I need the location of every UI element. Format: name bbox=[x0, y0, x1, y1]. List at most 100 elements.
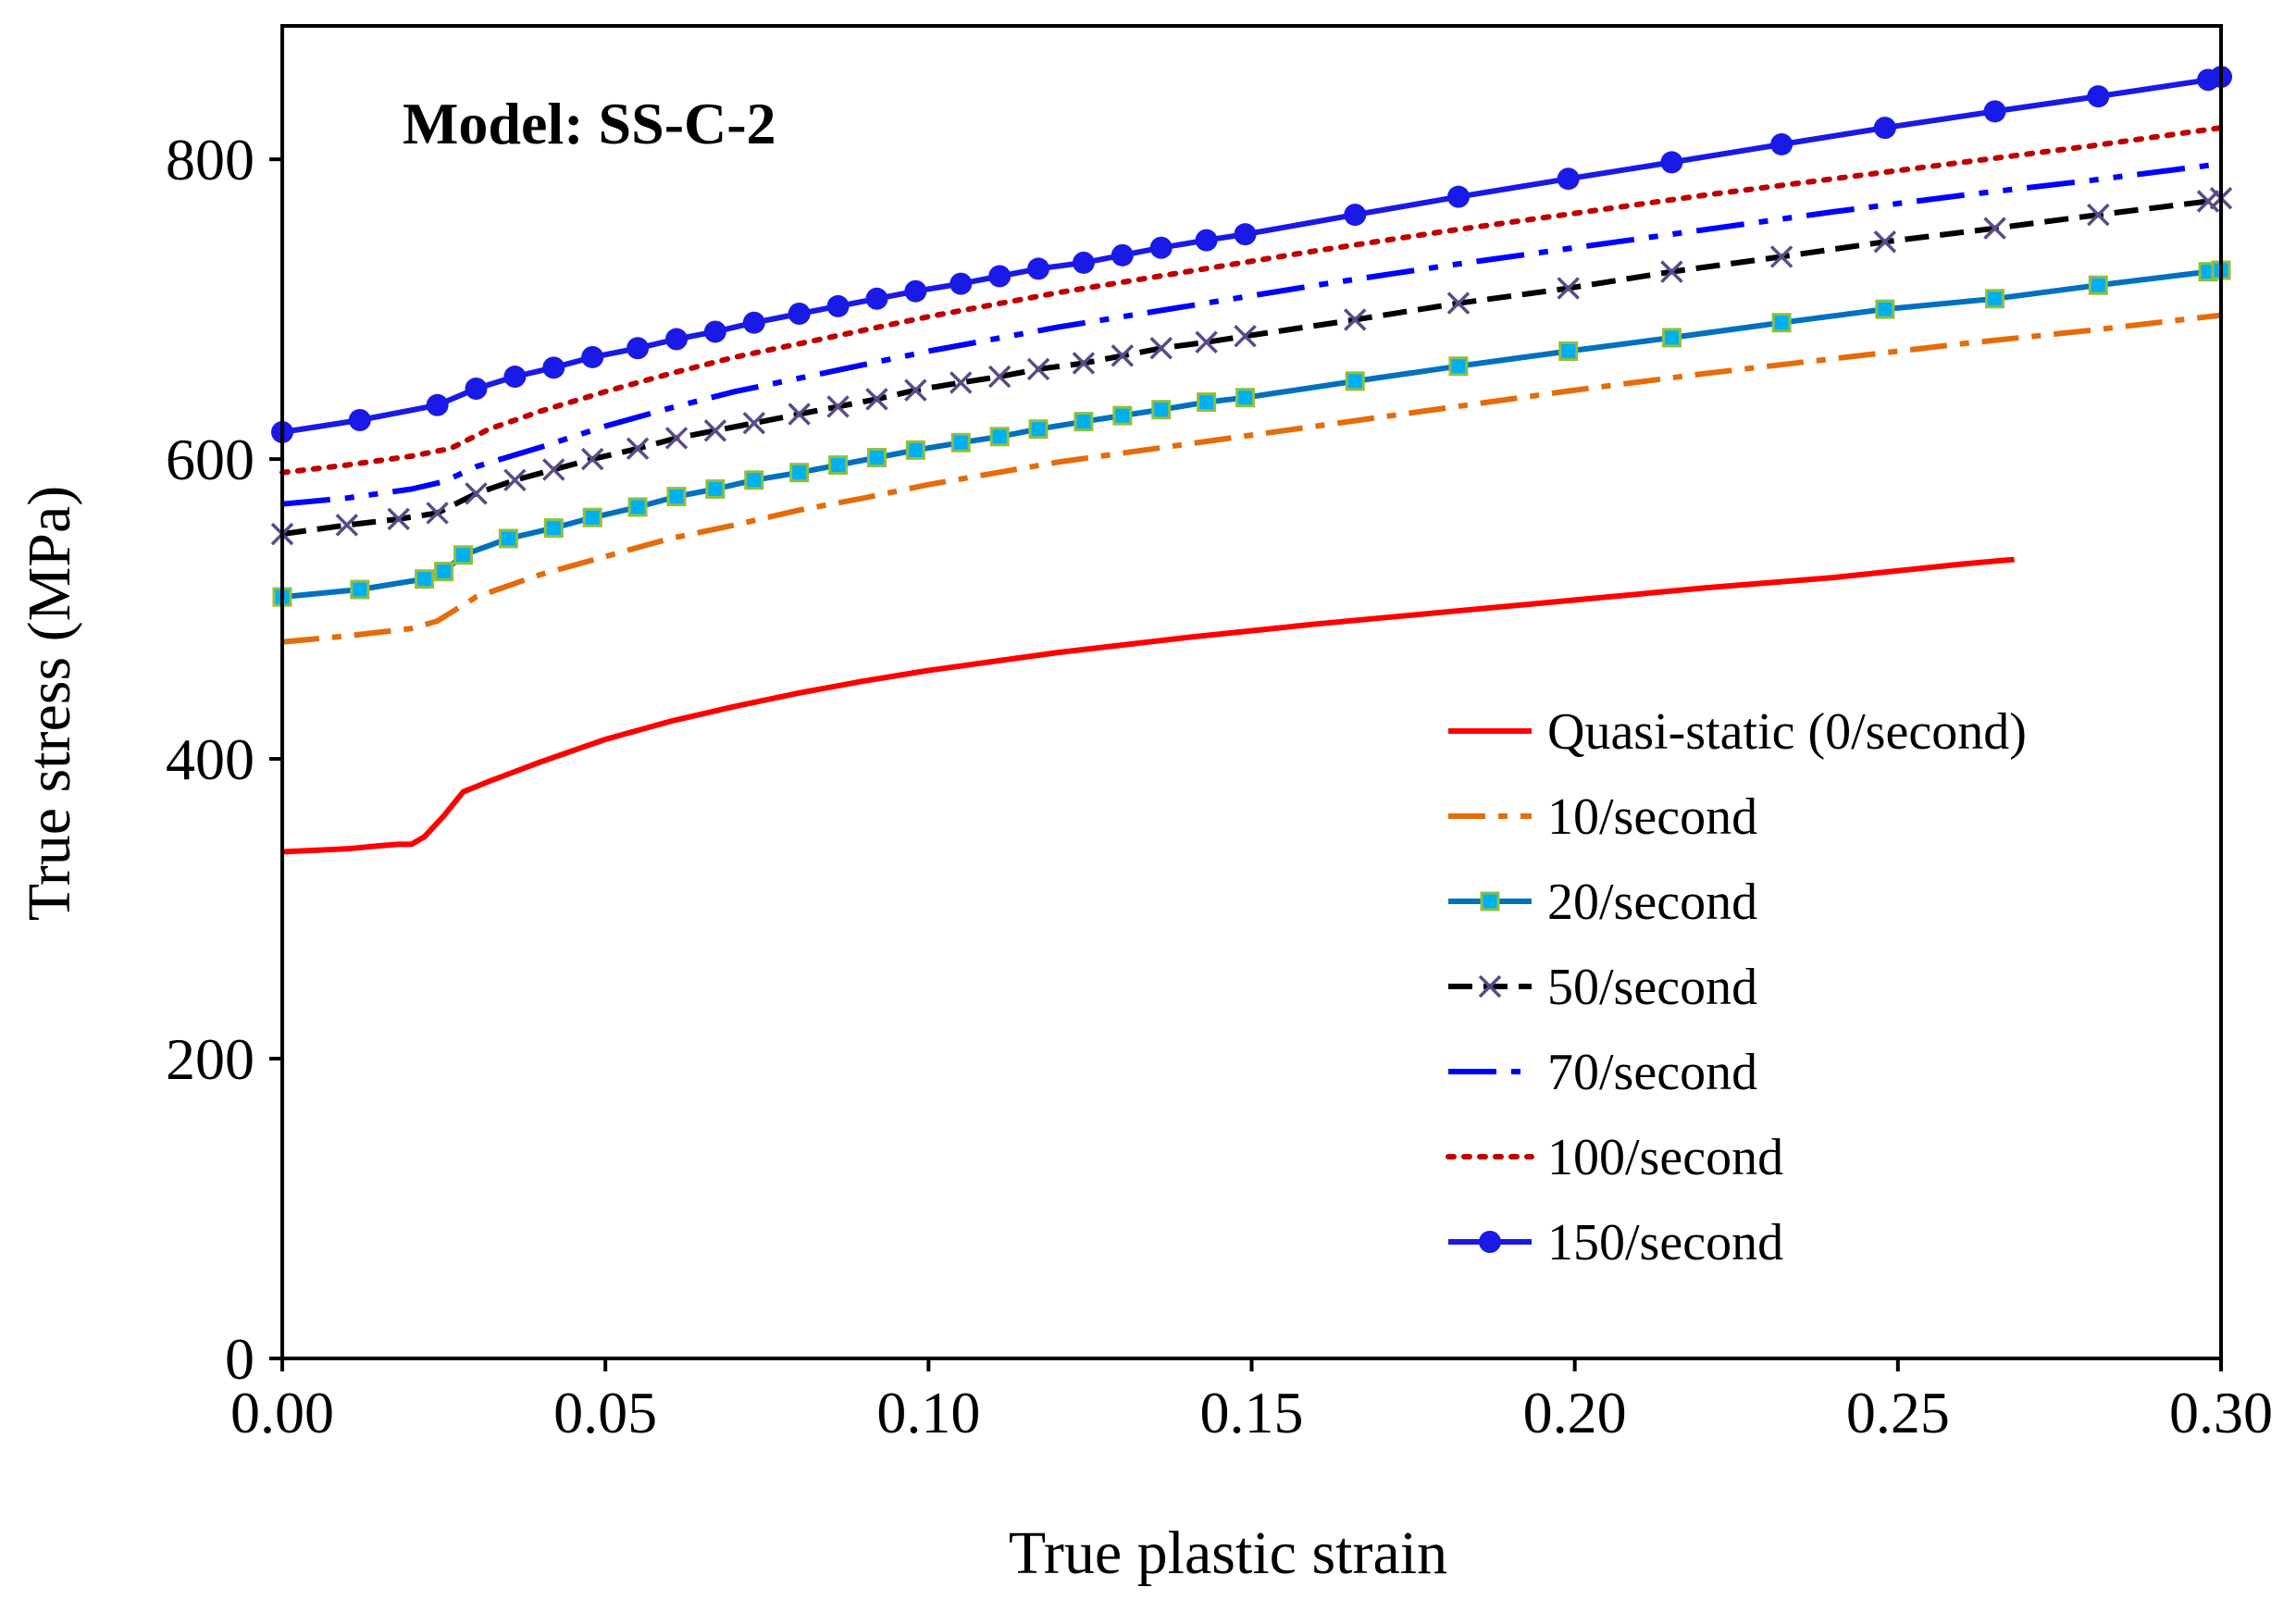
series-line bbox=[281, 312, 2222, 645]
data-point bbox=[744, 470, 764, 490]
data-point bbox=[1072, 352, 1096, 375]
data-point bbox=[350, 579, 370, 600]
data-point bbox=[543, 518, 564, 539]
data-point bbox=[1446, 185, 1470, 208]
axis-ticks: 0.00 0.05 0.10 0.15 0.20 0.25 0.30 0 200 400 600 80… bbox=[166, 127, 2273, 1445]
data-point bbox=[788, 303, 811, 326]
data-point bbox=[2087, 85, 2110, 108]
data-point bbox=[742, 311, 765, 334]
data-point bbox=[1769, 245, 1793, 268]
data-point bbox=[542, 356, 565, 379]
data-point bbox=[826, 395, 850, 418]
x-tick-label: 0.10 bbox=[876, 1380, 980, 1445]
data-point bbox=[989, 427, 1010, 447]
data-point bbox=[904, 279, 927, 303]
data-point bbox=[1983, 217, 2006, 240]
data-point bbox=[1344, 204, 1367, 227]
data-point bbox=[789, 463, 810, 483]
x-tick-label: 0.00 bbox=[230, 1380, 334, 1445]
data-point bbox=[1111, 344, 1135, 367]
data-point bbox=[1873, 230, 1897, 254]
data-point bbox=[426, 393, 449, 416]
legend: Quasi-static (0/second) 10/second 20/secon… bbox=[1446, 703, 2027, 1271]
data-point bbox=[705, 479, 726, 500]
legend-entry: 10/second bbox=[1448, 788, 1757, 846]
data-point bbox=[949, 272, 973, 295]
data-point bbox=[666, 487, 687, 507]
data-point bbox=[988, 265, 1011, 288]
data-point bbox=[387, 507, 410, 531]
data-point bbox=[498, 528, 518, 549]
legend-label: 150/second bbox=[1547, 1214, 1783, 1271]
y-axis-title: True stress (MPa) bbox=[16, 486, 83, 922]
series-3 bbox=[272, 260, 2231, 607]
legend-label: 70/second bbox=[1547, 1044, 1757, 1101]
data-point bbox=[1149, 337, 1173, 360]
data-point bbox=[627, 497, 648, 517]
x-tick-label: 0.25 bbox=[1846, 1380, 1950, 1445]
data-point bbox=[580, 447, 604, 471]
data-point bbox=[1446, 291, 1471, 315]
data-point bbox=[1557, 277, 1580, 300]
chart-title: Model: SS-C-2 bbox=[403, 91, 776, 156]
data-point bbox=[664, 427, 689, 450]
data-point bbox=[950, 432, 971, 453]
data-point bbox=[626, 437, 650, 461]
data-point bbox=[1195, 229, 1218, 252]
data-point bbox=[2088, 275, 2108, 295]
data-point bbox=[742, 412, 766, 435]
data-point bbox=[788, 403, 811, 426]
data-point bbox=[865, 388, 888, 411]
series-4 bbox=[270, 187, 2233, 546]
legend-label: 20/second bbox=[1547, 874, 1757, 931]
data-point bbox=[1661, 328, 1682, 348]
data-point bbox=[1660, 260, 1683, 283]
data-point bbox=[865, 287, 888, 310]
data-point bbox=[627, 337, 650, 360]
data-point bbox=[348, 409, 371, 432]
legend-entry: Quasi-static (0/second) bbox=[1448, 703, 2027, 761]
legend-entry: 150/second bbox=[1448, 1214, 1783, 1271]
data-point bbox=[542, 458, 565, 481]
data-point bbox=[1111, 243, 1134, 267]
x-tick-label: 0.30 bbox=[2169, 1380, 2273, 1445]
data-point bbox=[1072, 251, 1095, 274]
data-point bbox=[905, 440, 925, 460]
legend-entry: 20/second bbox=[1448, 874, 1757, 931]
legend-label: 50/second bbox=[1547, 959, 1757, 1016]
series-line bbox=[281, 556, 2015, 855]
legend-label: 10/second bbox=[1547, 788, 1757, 846]
data-point bbox=[703, 419, 727, 442]
y-tick-label: 600 bbox=[166, 427, 254, 492]
data-point bbox=[1557, 167, 1580, 191]
data-point bbox=[415, 569, 435, 589]
legend-marker bbox=[1479, 1231, 1501, 1253]
data-point bbox=[582, 507, 602, 527]
plot-series bbox=[270, 66, 2233, 855]
series-line bbox=[281, 161, 2222, 507]
data-point bbox=[1027, 257, 1050, 280]
legend-label: 100/second bbox=[1547, 1129, 1783, 1186]
series-1 bbox=[281, 556, 2015, 855]
data-point bbox=[904, 378, 927, 402]
series-line bbox=[279, 125, 2224, 476]
data-point bbox=[1234, 325, 1257, 348]
data-point bbox=[826, 294, 850, 317]
data-point bbox=[2196, 190, 2220, 213]
data-point bbox=[1195, 330, 1218, 354]
data-point bbox=[1771, 313, 1792, 333]
data-point bbox=[1197, 392, 1217, 413]
data-point bbox=[1235, 388, 1256, 408]
data-point bbox=[1028, 419, 1049, 440]
data-point bbox=[1343, 308, 1367, 331]
legend-marker bbox=[1480, 891, 1500, 911]
y-tick-label: 400 bbox=[166, 726, 254, 792]
x-axis-title: True plastic strain bbox=[1009, 1519, 1447, 1587]
series-6 bbox=[279, 125, 2224, 476]
legend-marker bbox=[1478, 974, 1502, 998]
data-point bbox=[1985, 289, 2005, 309]
legend-label: Quasi-static (0/second) bbox=[1547, 703, 2027, 761]
data-point bbox=[664, 328, 688, 351]
